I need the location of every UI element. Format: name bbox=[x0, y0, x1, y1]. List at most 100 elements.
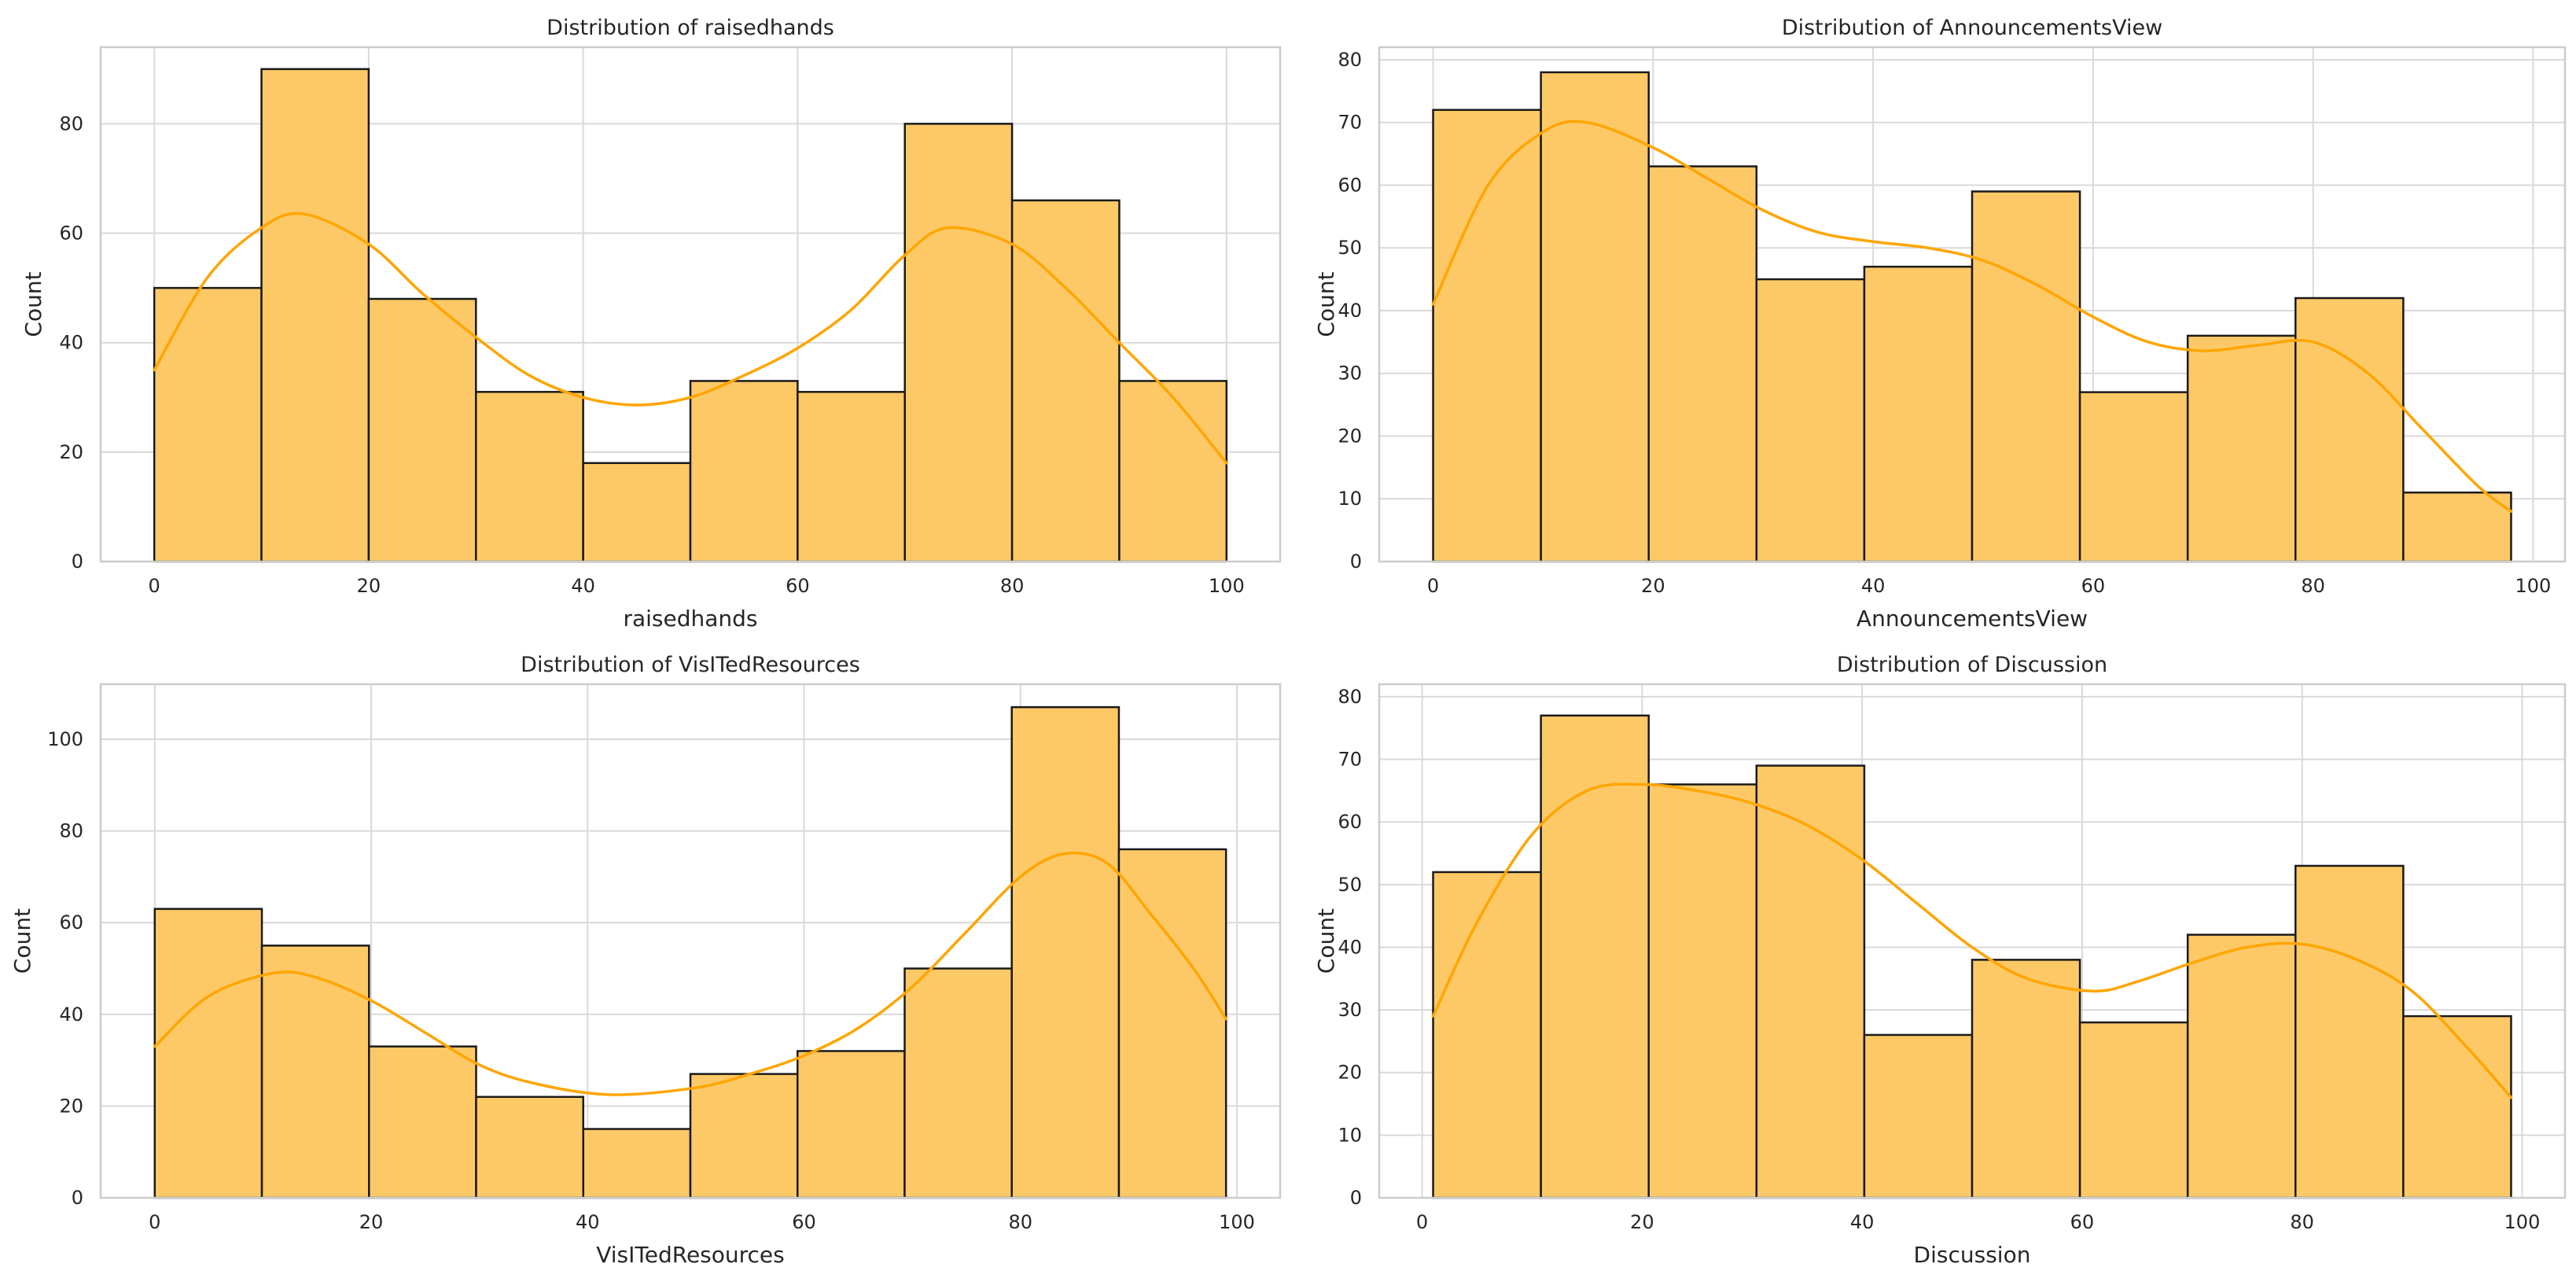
x-tick-label: 0 bbox=[149, 575, 160, 597]
histogram-bar bbox=[2294, 864, 2405, 1199]
y-tick-label: 40 bbox=[1338, 300, 1362, 322]
kde-curve bbox=[153, 851, 1227, 1096]
y-axis-label: Count bbox=[9, 908, 35, 974]
x-axis-label: VisITedResources bbox=[596, 1242, 785, 1268]
histogram-bar bbox=[797, 391, 906, 563]
x-tick-label: 80 bbox=[1008, 1211, 1032, 1233]
histogram-bar bbox=[153, 286, 263, 563]
histogram-bar bbox=[1647, 165, 1758, 563]
histogram-bar bbox=[1971, 190, 2081, 563]
chart-panel-2: 0 20 40 60 80 100 0 20 40 60 80 100 Distribution of … bbox=[9, 653, 1282, 1268]
histogram-bar bbox=[1010, 705, 1121, 1199]
chart-title: Distribution of raisedhands bbox=[546, 16, 834, 40]
axes-frame bbox=[99, 683, 1282, 1199]
x-tick-label: 100 bbox=[2515, 575, 2552, 597]
histogram-bar bbox=[2402, 1015, 2512, 1199]
x-tick-label: 60 bbox=[786, 575, 810, 597]
chart-panel-0: 0 20 40 60 80 100 0 20 40 60 80 Distribution of rai… bbox=[20, 16, 1282, 632]
x-axis-label: raisedhands bbox=[623, 606, 757, 632]
y-tick-label: 0 bbox=[1350, 551, 1362, 573]
histogram-bar bbox=[475, 391, 584, 563]
histogram-bar bbox=[2078, 391, 2189, 563]
y-axis-label: Count bbox=[20, 271, 46, 337]
y-tick-label: 60 bbox=[1338, 811, 1362, 833]
histogram-bar bbox=[1755, 764, 1866, 1199]
histogram-bar bbox=[582, 1128, 692, 1199]
histogram-bar bbox=[368, 1045, 477, 1199]
histogram-bar bbox=[367, 297, 477, 563]
x-axis-label: Discussion bbox=[1914, 1242, 2031, 1268]
histogram-bar bbox=[903, 123, 1014, 563]
axes-frame bbox=[1378, 683, 2567, 1199]
histogram-bar bbox=[903, 967, 1013, 1199]
y-tick-label: 60 bbox=[1338, 174, 1362, 196]
histogram-bar bbox=[2402, 492, 2512, 563]
y-tick-label: 20 bbox=[1338, 1062, 1362, 1084]
y-tick-label: 20 bbox=[59, 1095, 83, 1117]
x-tick-label: 40 bbox=[571, 575, 595, 597]
y-axis-label: Count bbox=[1313, 271, 1339, 337]
histogram-bar bbox=[796, 1050, 906, 1199]
y-tick-label: 70 bbox=[1338, 749, 1362, 771]
histogram-bar bbox=[1540, 71, 1650, 563]
y-tick-label: 70 bbox=[1338, 112, 1362, 134]
y-tick-label: 40 bbox=[59, 332, 83, 354]
x-tick-label: 80 bbox=[2290, 1211, 2314, 1233]
y-tick-label: 80 bbox=[59, 820, 83, 842]
histogram-bar bbox=[1755, 278, 1866, 563]
histogram-bar bbox=[2078, 1021, 2189, 1199]
histogram-bar bbox=[2186, 334, 2297, 563]
x-tick-label: 100 bbox=[1209, 575, 1245, 597]
y-tick-label: 10 bbox=[1338, 488, 1362, 510]
histogram-bar bbox=[1971, 959, 2081, 1199]
x-tick-label: 60 bbox=[792, 1211, 816, 1233]
x-tick-label: 100 bbox=[1219, 1211, 1255, 1233]
x-tick-label: 80 bbox=[1000, 575, 1025, 597]
y-tick-label: 20 bbox=[1338, 425, 1362, 447]
kde-curve bbox=[1431, 783, 2513, 1099]
histogram-bar bbox=[689, 380, 799, 563]
histogram-bar bbox=[1863, 265, 1974, 563]
chart-panel-3: 0 20 40 60 80 100 0 10 20 30 40 50 60 70 80 Distributio… bbox=[1313, 653, 2567, 1268]
x-tick-label: 40 bbox=[576, 1211, 600, 1233]
x-tick-label: 60 bbox=[2081, 575, 2106, 597]
y-tick-label: 0 bbox=[1350, 1187, 1362, 1209]
y-tick-label: 0 bbox=[72, 551, 83, 573]
histogram-bar bbox=[1647, 783, 1758, 1199]
y-tick-label: 60 bbox=[59, 223, 83, 245]
x-tick-label: 0 bbox=[1416, 1211, 1428, 1233]
histogram-bar bbox=[689, 1073, 799, 1199]
kde-curve bbox=[153, 212, 1228, 465]
y-tick-label: 30 bbox=[1338, 999, 1362, 1021]
axes-frame bbox=[1378, 46, 2567, 563]
x-tick-label: 20 bbox=[359, 1211, 384, 1233]
y-tick-label: 50 bbox=[1338, 874, 1362, 896]
x-tick-label: 40 bbox=[1861, 575, 1886, 597]
histogram-bar bbox=[2186, 934, 2297, 1199]
histogram-bar bbox=[475, 1096, 585, 1199]
histogram-bar bbox=[260, 945, 370, 1199]
histogram-bar bbox=[1863, 1033, 1974, 1199]
x-tick-label: 60 bbox=[2070, 1211, 2095, 1233]
chart-title: Distribution of VisITedResources bbox=[521, 653, 860, 677]
y-tick-label: 60 bbox=[59, 912, 83, 934]
y-tick-label: 80 bbox=[59, 112, 83, 134]
y-tick-label: 100 bbox=[47, 728, 83, 750]
kde-curve bbox=[1431, 120, 2513, 513]
x-tick-label: 20 bbox=[1630, 1211, 1654, 1233]
y-tick-label: 80 bbox=[1338, 686, 1362, 708]
histogram-bar bbox=[2294, 296, 2405, 563]
histogram-bar bbox=[260, 68, 370, 563]
y-tick-label: 0 bbox=[72, 1187, 83, 1209]
histogram-bar bbox=[1117, 848, 1227, 1199]
y-tick-label: 10 bbox=[1338, 1124, 1362, 1146]
chart-title: Distribution of AnnouncementsView bbox=[1782, 16, 2162, 40]
y-tick-label: 40 bbox=[59, 1004, 83, 1026]
histogram-bar bbox=[1118, 380, 1228, 563]
y-tick-label: 80 bbox=[1338, 49, 1362, 71]
x-tick-label: 0 bbox=[149, 1211, 160, 1233]
x-tick-label: 20 bbox=[1641, 575, 1665, 597]
x-tick-label: 80 bbox=[2301, 575, 2325, 597]
histogram-bar bbox=[1432, 109, 1542, 563]
